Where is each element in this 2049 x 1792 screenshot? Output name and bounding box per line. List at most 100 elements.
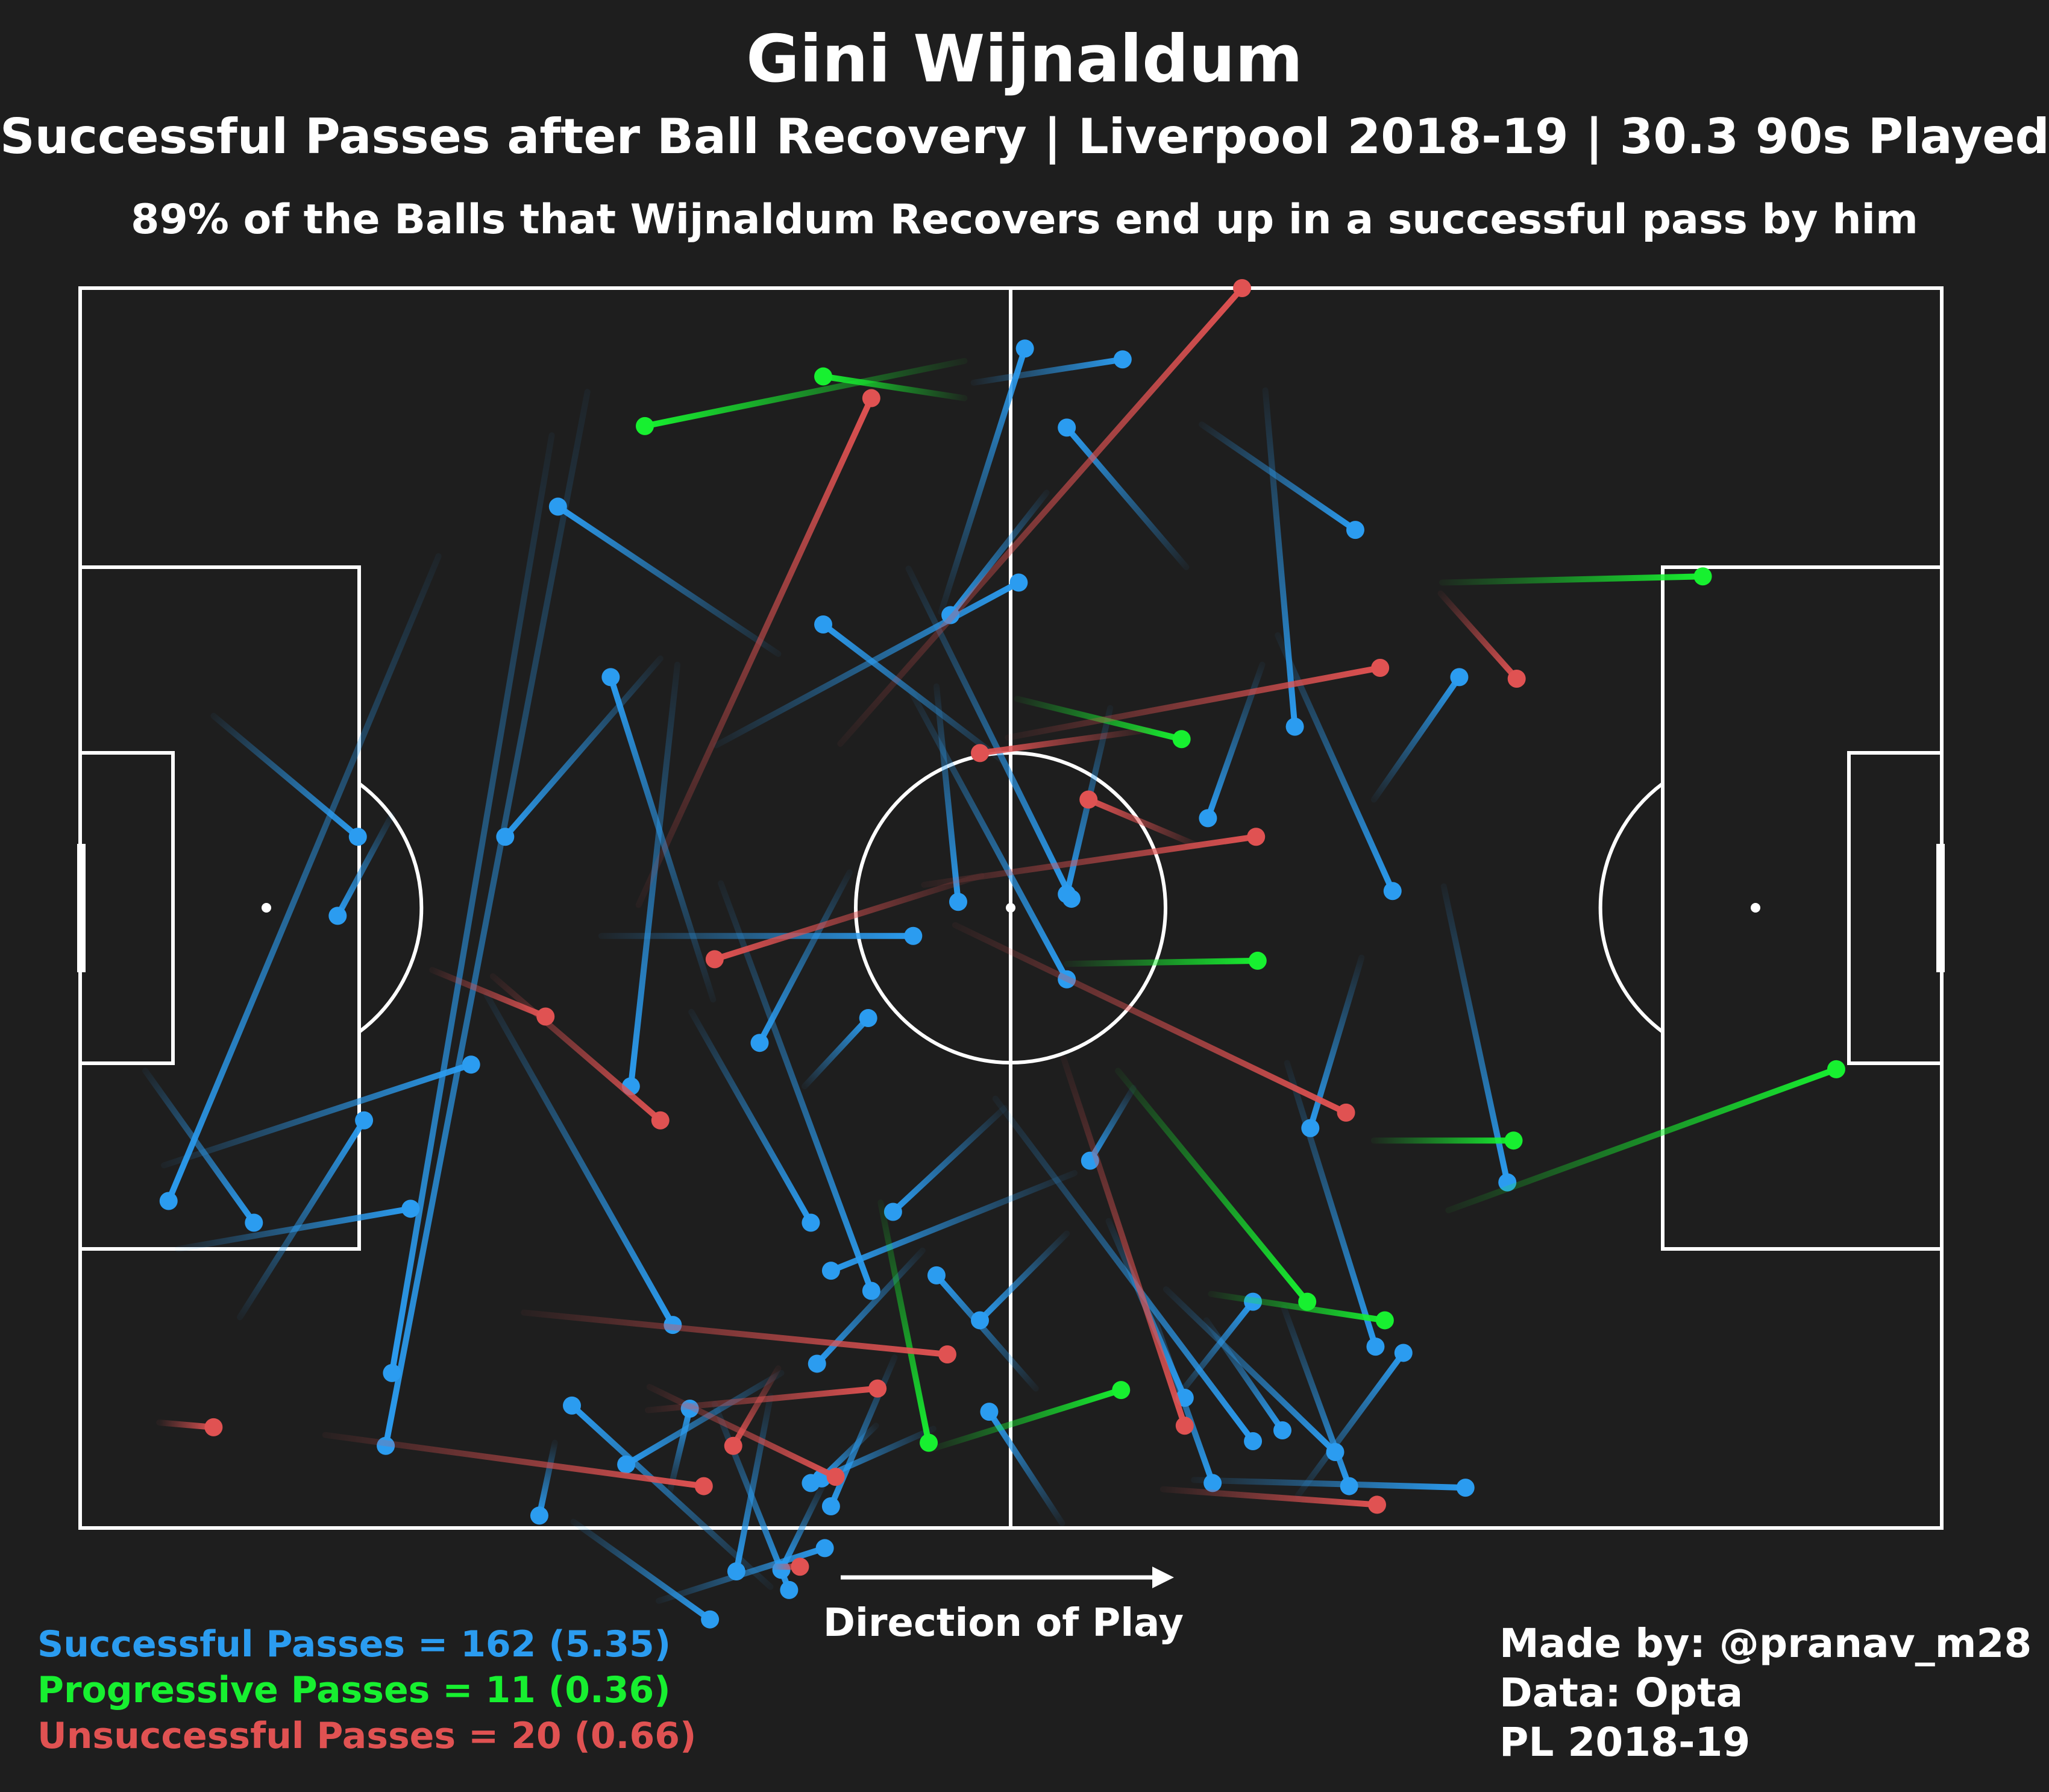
- unsuccessful-pass-line: [730, 1365, 782, 1449]
- successful-pass-line: [1205, 661, 1266, 822]
- unsuccessful-pass-end-point: [1175, 1416, 1194, 1435]
- successful-pass-line: [1370, 674, 1463, 803]
- successful-pass-end-point: [1285, 717, 1304, 736]
- progressive-pass-end-point: [1504, 1131, 1523, 1150]
- unsuccessful-pass-line: [489, 973, 664, 1124]
- progressive-pass-line: [1208, 1291, 1388, 1324]
- unsuccessful-pass-end-point: [705, 950, 724, 969]
- pitch-markings: [77, 286, 1945, 1530]
- legend-unsuccessful: Unsuccessful Passes = 20 (0.66): [37, 1715, 697, 1757]
- successful-pass-end-point: [1113, 350, 1132, 369]
- unsuccessful-pass-end-point: [651, 1111, 670, 1130]
- chart-title: Gini Wijnaldum: [746, 22, 1303, 97]
- unsuccessful-pass-end-point: [868, 1379, 887, 1398]
- successful-pass-end-point: [949, 893, 967, 911]
- successful-pass-end-point: [1199, 809, 1217, 828]
- unsuccessful-pass-end-point: [1368, 1495, 1387, 1514]
- successful-pass-end-point: [1062, 890, 1081, 908]
- successful-pass-end-point: [821, 1497, 840, 1516]
- progressive-passes-series: [635, 357, 1845, 1452]
- left-penalty-spot: [262, 903, 271, 913]
- unsuccessful-pass-end-point: [971, 744, 990, 762]
- successful-pass-end-point: [328, 907, 347, 925]
- successful-pass-line: [570, 1518, 714, 1623]
- successful-pass-line: [908, 690, 1070, 982]
- right-penalty-box: [1661, 565, 1944, 1251]
- progressive-pass-line: [929, 1387, 1125, 1452]
- successful-pass-end-point: [1394, 1344, 1413, 1362]
- successful-pass-line: [1284, 1060, 1379, 1350]
- centre-spot: [1006, 903, 1015, 913]
- successful-pass-line: [1163, 1286, 1338, 1456]
- successful-pass-line: [820, 621, 1008, 766]
- successful-pass-end-point: [496, 828, 515, 846]
- successful-pass-line: [938, 345, 1028, 615]
- unsuccessful-pass-line: [322, 1432, 707, 1489]
- successful-pass-end-point: [1009, 573, 1028, 592]
- successful-pass-line: [607, 674, 717, 1003]
- successful-pass-line: [733, 1393, 774, 1574]
- successful-pass-end-point: [462, 1055, 480, 1074]
- successful-pass-line: [713, 579, 1022, 749]
- unsuccessful-pass-line: [977, 726, 1152, 756]
- progressive-pass-end-point: [1827, 1060, 1845, 1078]
- unsuccessful-pass-line: [521, 1309, 950, 1358]
- successful-pass-line: [947, 489, 1050, 618]
- progressive-pass-line: [877, 1199, 932, 1446]
- successful-pass-line: [165, 553, 442, 1204]
- unsuccessful-pass-line: [1085, 796, 1202, 849]
- unsuccessful-pass-end-point: [1079, 790, 1098, 809]
- unsuccessful-pass-line: [635, 395, 874, 908]
- successful-pass-line: [1275, 632, 1396, 894]
- successful-pass-end-point: [1366, 1338, 1385, 1356]
- successful-pass-line: [827, 1170, 1078, 1274]
- successful-pass-end-point: [859, 1009, 877, 1028]
- unsuccessful-pass-line: [952, 922, 1349, 1116]
- unsuccessful-pass-end-point: [724, 1436, 742, 1455]
- passes-layer: [142, 279, 1845, 1629]
- successful-pass-line: [237, 1117, 368, 1321]
- successful-pass-end-point: [780, 1580, 799, 1599]
- successful-pass-end-point: [814, 615, 833, 633]
- successful-pass-end-point: [601, 668, 620, 687]
- successful-pass-line: [1294, 1350, 1407, 1499]
- right-penalty-arc: [1598, 782, 1664, 1034]
- successful-pass-line: [890, 1105, 1008, 1215]
- successful-pass-line: [905, 565, 1075, 902]
- successful-pass-line: [718, 880, 874, 1294]
- successful-pass-end-point: [1450, 668, 1469, 687]
- successful-pass-line: [1191, 1477, 1469, 1491]
- credit-data-source: Data: Opta: [1499, 1670, 1743, 1716]
- successful-pass-end-point: [1244, 1432, 1263, 1451]
- successful-pass-line: [1172, 1298, 1257, 1403]
- successful-pass-end-point: [401, 1199, 420, 1218]
- successful-pass-line: [1087, 1084, 1137, 1164]
- successful-pass-line: [992, 1095, 1257, 1445]
- successful-pass-line: [656, 1545, 828, 1604]
- successful-pass-line: [1199, 421, 1358, 533]
- unsuccessful-pass-end-point: [1371, 658, 1390, 677]
- successful-pass-line: [1064, 424, 1190, 570]
- successful-pass-end-point: [808, 1354, 826, 1373]
- credit-season: PL 2018-19: [1499, 1719, 1751, 1765]
- successful-pass-end-point: [1346, 521, 1364, 539]
- successful-pass-end-point: [1456, 1479, 1475, 1497]
- successful-pass-end-point: [980, 1403, 999, 1421]
- unsuccessful-passes-series: [156, 279, 1526, 1576]
- successful-pass-end-point: [1058, 418, 1076, 437]
- successful-pass-line: [334, 812, 395, 919]
- successful-pass-end-point: [904, 926, 923, 945]
- chart-note: 89% of the Balls that Wijnaldum Recovers…: [131, 196, 1918, 244]
- successful-pass-line: [554, 503, 782, 657]
- unsuccessful-pass-end-point: [938, 1345, 956, 1364]
- unsuccessful-pass-end-point: [862, 389, 880, 407]
- successful-pass-line: [389, 432, 555, 1376]
- successful-pass-line: [1262, 387, 1298, 730]
- unsuccessful-pass-end-point: [1337, 1103, 1355, 1122]
- progressive-pass-line: [641, 357, 968, 429]
- progressive-pass-line: [1064, 957, 1261, 967]
- successful-pass-line: [933, 1272, 1039, 1392]
- right-penalty-spot: [1751, 903, 1760, 913]
- successful-pass-end-point: [548, 497, 567, 516]
- successful-pass-line: [623, 1369, 785, 1468]
